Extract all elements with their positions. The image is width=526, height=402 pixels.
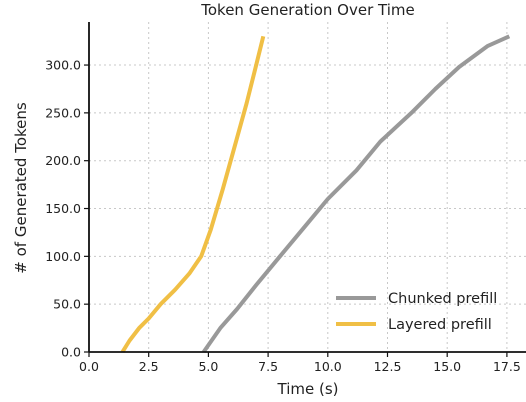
x-axis-label: Time (s)	[277, 380, 339, 398]
series-lines	[120, 34, 511, 354]
x-tick-label: 10.0	[314, 359, 342, 374]
x-tick-label: 17.5	[493, 359, 521, 374]
x-tick-label: 7.5	[258, 359, 278, 374]
chart-title: Token Generation Over Time	[200, 1, 414, 19]
tick-labels: 0.0 2.5 5.0 7.5 10.0 12.5 15.0 17.5 0.0 50.0 100.0…	[45, 58, 521, 374]
y-tick-label: 200.0	[45, 153, 81, 168]
legend: Chunked prefill Layered prefill	[336, 291, 497, 333]
y-tick-label: 300.0	[45, 58, 81, 73]
y-tick-label: 250.0	[45, 105, 81, 120]
axes	[84, 22, 526, 357]
x-tick-label: 12.5	[374, 359, 402, 374]
x-tick-label: 0.0	[79, 359, 99, 374]
series-line-layered-prefill	[120, 35, 266, 354]
y-tick-label: 0.0	[61, 345, 81, 360]
series-line-chunked-prefill	[201, 34, 511, 354]
x-tick-label: 15.0	[433, 359, 461, 374]
y-axis-label: # of Generated Tokens	[12, 102, 30, 274]
legend-label: Layered prefill	[388, 317, 492, 333]
y-tick-label: 100.0	[45, 249, 81, 264]
y-tick-label: 50.0	[53, 297, 81, 312]
legend-label: Chunked prefill	[388, 291, 497, 307]
y-tick-label: 150.0	[45, 201, 81, 216]
x-tick-label: 2.5	[139, 359, 159, 374]
x-tick-label: 5.0	[198, 359, 218, 374]
